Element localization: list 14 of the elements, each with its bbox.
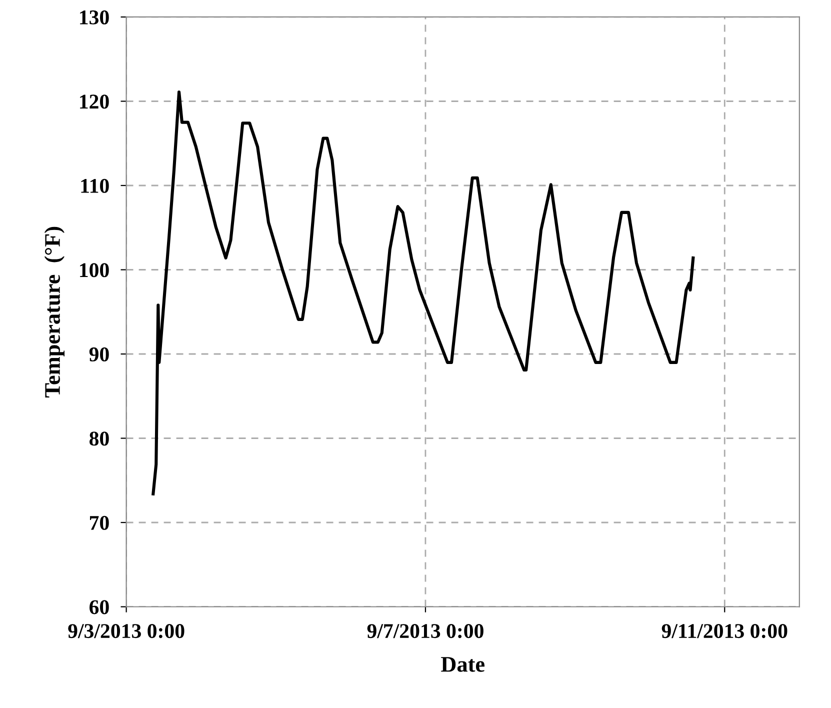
x-tick-label: 9/11/2013 0:00 (662, 624, 788, 638)
y-tick-label: 100 (80, 263, 109, 278)
x-axis-title: Date (441, 657, 485, 672)
y-tick-label: 80 (90, 432, 109, 446)
y-tick-label: 90 (89, 347, 109, 362)
y-tick-label: 130 (80, 10, 109, 24)
y-tick-label: 110 (81, 178, 109, 193)
y-tick-label: 120 (80, 94, 109, 109)
line-series (152, 90, 695, 496)
y-axis-title: Temperature (°F) (44, 226, 65, 398)
y-tick-label: 70 (90, 516, 109, 530)
y-tick-label: 60 (90, 600, 109, 614)
x-tick-label: 9/3/2013 0:00 (68, 624, 184, 638)
x-tick-label: 9/7/2013 0:00 (367, 624, 484, 638)
